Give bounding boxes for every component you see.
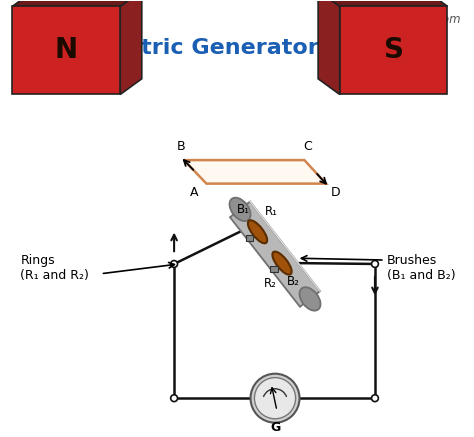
Text: B₁: B₁ — [237, 203, 250, 216]
Ellipse shape — [229, 198, 251, 221]
Polygon shape — [12, 6, 120, 94]
Text: Rings
(R₁ and R₂): Rings (R₁ and R₂) — [20, 254, 89, 282]
Circle shape — [251, 374, 300, 423]
Polygon shape — [12, 0, 142, 6]
Text: Electric Generator (AC): Electric Generator (AC) — [90, 38, 380, 59]
Polygon shape — [270, 267, 278, 272]
Ellipse shape — [248, 220, 267, 243]
Text: N: N — [55, 36, 78, 64]
Text: B₂: B₂ — [287, 275, 300, 288]
Circle shape — [171, 395, 178, 402]
Text: R₂: R₂ — [264, 277, 277, 290]
Text: R₁: R₁ — [265, 205, 278, 218]
Polygon shape — [318, 0, 340, 94]
Ellipse shape — [300, 287, 320, 311]
Polygon shape — [120, 0, 142, 94]
Text: S: S — [383, 36, 403, 64]
Text: Brushes
(B₁ and B₂): Brushes (B₁ and B₂) — [387, 254, 456, 282]
Polygon shape — [246, 235, 254, 241]
Polygon shape — [318, 0, 447, 6]
Ellipse shape — [273, 252, 292, 274]
Circle shape — [255, 378, 296, 419]
Text: B: B — [177, 140, 185, 153]
Text: G: G — [270, 421, 280, 434]
Text: C: C — [303, 140, 312, 153]
Text: teachoo.com: teachoo.com — [384, 13, 461, 26]
Text: D: D — [331, 186, 340, 198]
Circle shape — [171, 260, 178, 267]
Text: A: A — [190, 186, 199, 198]
Polygon shape — [230, 201, 320, 307]
Polygon shape — [340, 6, 447, 94]
Circle shape — [372, 260, 378, 267]
Polygon shape — [184, 160, 326, 184]
Circle shape — [372, 395, 378, 402]
